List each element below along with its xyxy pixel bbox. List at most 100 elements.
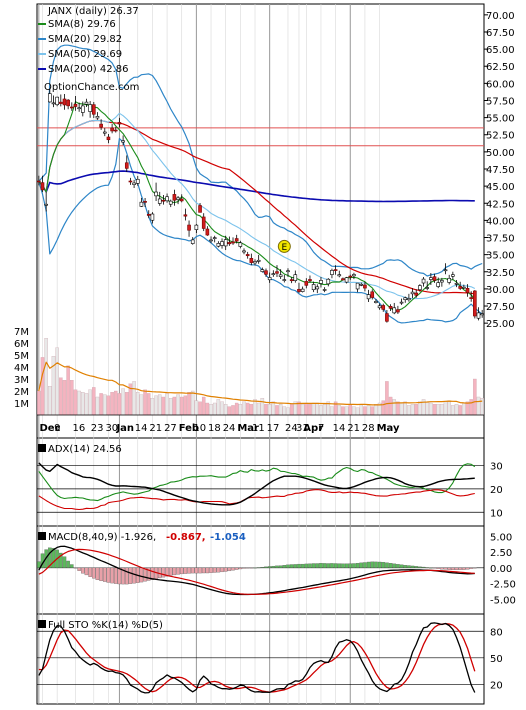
macd-histogram-bar	[114, 567, 118, 584]
volume-bar	[234, 402, 239, 416]
volume-bar	[73, 389, 78, 416]
candle-body	[220, 241, 224, 246]
volume-bar	[260, 398, 265, 416]
macd-histogram-bar	[245, 567, 250, 569]
volume-bar	[315, 402, 320, 416]
volume-bar	[161, 396, 166, 416]
volume-bar	[429, 402, 433, 416]
macd-histogram-bar	[260, 566, 265, 568]
volume-bar	[209, 404, 213, 416]
candle-body	[198, 205, 202, 213]
volume-bar	[194, 400, 199, 416]
volume-bar	[308, 404, 312, 416]
macd-histogram-bar	[363, 562, 367, 568]
macd-histogram-bar	[469, 567, 473, 569]
macd-histogram-bar	[256, 567, 261, 569]
macd-histogram-bar	[110, 567, 114, 584]
volume-bar	[231, 405, 235, 416]
candle-body	[396, 309, 400, 313]
volume-bar	[465, 401, 470, 416]
candle-body	[330, 270, 334, 275]
volume-bar	[359, 404, 364, 416]
macd-histogram-bar	[223, 567, 228, 572]
price-tick-label: 67.50	[486, 28, 515, 39]
macd-histogram-bar	[88, 567, 92, 577]
adx-minus-di-line	[38, 489, 475, 511]
candle-body	[73, 103, 78, 107]
volume-bar	[55, 347, 59, 416]
volume-bar	[106, 395, 111, 416]
sma8-line	[38, 101, 476, 312]
candle-body	[91, 104, 96, 115]
price-tick-label: 70.00	[486, 11, 515, 22]
x-axis-label: 21	[347, 423, 360, 434]
volume-bar	[132, 381, 136, 416]
price-tick-label: 42.50	[486, 199, 515, 210]
volume-bar	[267, 404, 272, 416]
volume-bar	[289, 404, 294, 416]
volume-bar	[190, 390, 195, 416]
price-tick-label: 47.50	[486, 165, 515, 176]
macd-histogram-bar	[271, 565, 276, 568]
macd-histogram-bar	[249, 567, 254, 569]
volume-tick-label: 1M	[14, 399, 29, 410]
candle-body	[297, 289, 301, 292]
macd-histogram-bar	[212, 567, 217, 573]
x-axis-label: 10	[193, 423, 206, 434]
volume-tick-label: 2M	[14, 387, 29, 398]
candle-body	[80, 105, 85, 113]
macd-histogram-bar	[425, 567, 429, 569]
macd-histogram-bar	[473, 567, 477, 569]
macd-histogram-bar	[128, 567, 133, 584]
candle-body	[256, 259, 261, 262]
candle-body	[311, 284, 316, 291]
volume-bar	[77, 390, 81, 416]
candle-body	[128, 180, 133, 183]
macd-tick-label: -2.50	[490, 580, 516, 591]
macd-histogram-bar	[462, 567, 466, 570]
macd-histogram-bar	[275, 565, 279, 568]
macd-histogram-bar	[227, 567, 232, 572]
candle-body	[183, 214, 188, 217]
price-tick-label: 27.50	[486, 302, 515, 313]
x-axis-label: Feb	[179, 423, 199, 434]
candle-body	[135, 178, 140, 184]
x-axis-label: 7	[318, 423, 324, 434]
candle-body	[440, 280, 444, 283]
candle-body	[473, 290, 477, 317]
bollinger-lower-line	[38, 138, 483, 324]
candle-body	[62, 98, 67, 106]
candle-body	[51, 102, 56, 105]
candle-body	[88, 104, 92, 112]
macd-histogram-bar	[194, 567, 199, 574]
volume-bar	[92, 387, 96, 416]
volume-bar	[352, 406, 356, 416]
candle-body	[381, 305, 386, 310]
candle-body	[344, 277, 349, 283]
candle-body	[385, 313, 389, 322]
x-axis-label: 27	[164, 423, 177, 434]
volume-bar	[271, 401, 276, 416]
candle-body	[209, 239, 213, 242]
macd-title: MACD(8,40,9) -1.926,	[48, 532, 156, 543]
stoch-legend-swatch	[38, 620, 46, 628]
volume-bar	[319, 405, 323, 416]
volume-bar	[88, 389, 92, 416]
macd-signal-value: -0.867,	[166, 532, 206, 543]
macd-histogram-bar	[403, 565, 407, 568]
macd-histogram-bar	[198, 567, 202, 574]
volume-bar	[121, 388, 125, 416]
candle-body	[432, 276, 437, 281]
macd-histogram-bar	[458, 567, 462, 570]
volume-bar	[95, 396, 100, 416]
x-axis-label: 14	[333, 423, 346, 434]
candle-body	[40, 182, 45, 191]
volume-bar	[407, 405, 411, 416]
macd-histogram-bar	[410, 565, 415, 568]
price-tick-label: 37.50	[486, 234, 515, 245]
macd-histogram-bar	[161, 567, 166, 578]
earnings-event-label: E	[281, 243, 287, 253]
candle-body	[418, 285, 422, 291]
bollinger-upper-line	[38, 44, 483, 277]
volume-bar	[168, 398, 173, 416]
